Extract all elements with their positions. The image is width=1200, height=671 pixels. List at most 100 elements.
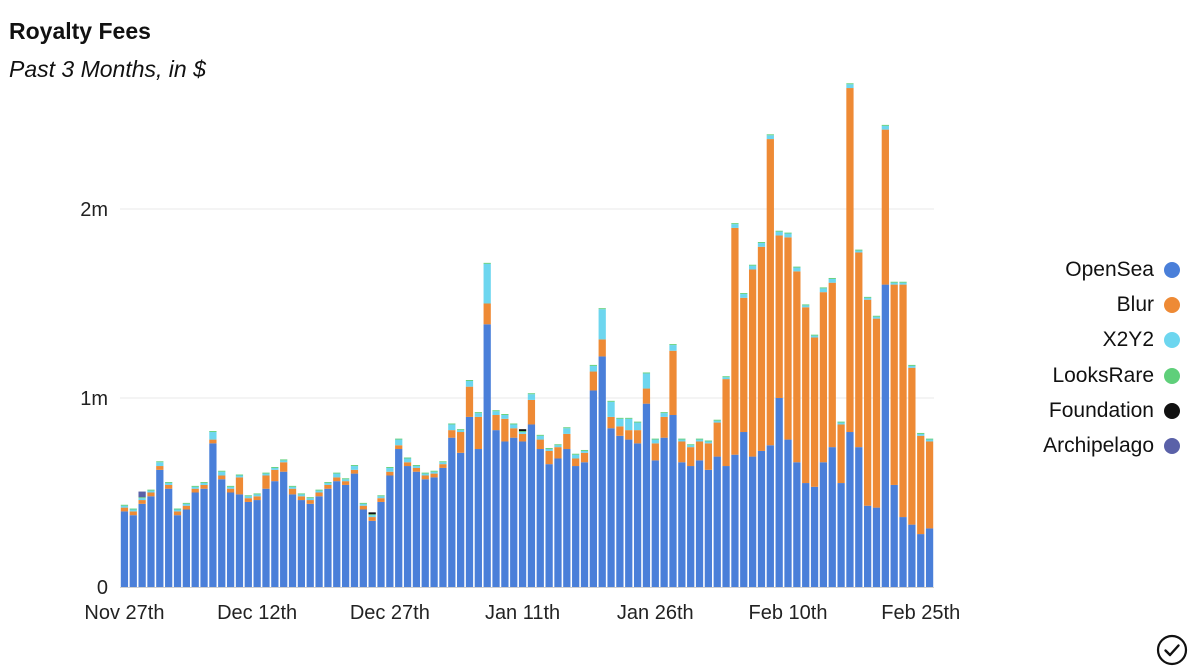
bar-segment-looksrare[interactable] bbox=[695, 438, 704, 440]
legend-item-archipelago[interactable]: Archipelago bbox=[980, 428, 1180, 463]
bar-segment-looksrare[interactable] bbox=[899, 281, 907, 283]
bar-segment-blur[interactable] bbox=[890, 284, 898, 485]
bar-segment-blur[interactable] bbox=[341, 481, 350, 485]
bar-segment-opensea[interactable] bbox=[660, 437, 668, 587]
bar-segment-x2y2[interactable] bbox=[864, 297, 872, 300]
bar-segment-looksrare[interactable] bbox=[890, 281, 898, 283]
bar-segment-looksrare[interactable] bbox=[837, 421, 845, 423]
bar-segment-opensea[interactable] bbox=[554, 458, 562, 587]
bar-segment-looksrare[interactable] bbox=[784, 232, 792, 234]
bar-segment-blur[interactable] bbox=[810, 337, 819, 487]
bar-segment-opensea[interactable] bbox=[315, 496, 323, 587]
bar-segment-looksrare[interactable] bbox=[775, 230, 783, 232]
bar-segment-blur[interactable] bbox=[324, 484, 332, 489]
bar-segment-x2y2[interactable] bbox=[846, 84, 854, 89]
bar-segment-looksrare[interactable] bbox=[271, 466, 279, 468]
bar-segment-blur[interactable] bbox=[138, 500, 146, 504]
bar-segment-opensea[interactable] bbox=[695, 460, 704, 587]
bar-segment-x2y2[interactable] bbox=[191, 486, 199, 489]
bar-segment-looksrare[interactable] bbox=[377, 495, 385, 497]
bar-segment-x2y2[interactable] bbox=[271, 467, 279, 470]
bar-segment-looksrare[interactable] bbox=[872, 315, 881, 317]
legend-item-looksrare[interactable]: LooksRare bbox=[980, 358, 1180, 393]
bar-segment-opensea[interactable] bbox=[306, 503, 314, 587]
bar-segment-opensea[interactable] bbox=[395, 449, 403, 587]
bar-segment-looksrare[interactable] bbox=[660, 412, 668, 414]
bar-segment-x2y2[interactable] bbox=[138, 498, 146, 501]
bar-segment-looksrare[interactable] bbox=[448, 423, 456, 425]
bar-segment-x2y2[interactable] bbox=[563, 428, 571, 434]
bar-segment-blur[interactable] bbox=[439, 464, 447, 468]
bar-segment-x2y2[interactable] bbox=[288, 486, 297, 489]
bar-segment-opensea[interactable] bbox=[403, 466, 412, 587]
bar-segment-opensea[interactable] bbox=[545, 464, 553, 587]
bar-segment-opensea[interactable] bbox=[350, 473, 359, 587]
bar-segment-opensea[interactable] bbox=[908, 524, 916, 587]
bar-segment-opensea[interactable] bbox=[846, 432, 854, 587]
bar-segment-looksrare[interactable] bbox=[209, 431, 217, 433]
bar-segment-x2y2[interactable] bbox=[501, 415, 509, 419]
bar-segment-opensea[interactable] bbox=[917, 534, 925, 587]
bar-segment-looksrare[interactable] bbox=[262, 472, 270, 474]
bar-segment-x2y2[interactable] bbox=[722, 377, 730, 380]
bar-segment-x2y2[interactable] bbox=[430, 471, 438, 474]
bar-segment-blur[interactable] bbox=[510, 428, 518, 438]
bar-segment-x2y2[interactable] bbox=[819, 288, 828, 293]
bar-segment-looksrare[interactable] bbox=[908, 364, 916, 366]
bar-segment-blur[interactable] bbox=[616, 426, 624, 436]
bar-segment-blur[interactable] bbox=[235, 477, 244, 495]
bar-segment-x2y2[interactable] bbox=[784, 233, 792, 238]
bar-segment-x2y2[interactable] bbox=[545, 449, 553, 451]
bar-segment-looksrare[interactable] bbox=[182, 502, 190, 504]
bar-segment-blur[interactable] bbox=[173, 511, 182, 516]
bar-segment-opensea[interactable] bbox=[421, 479, 429, 587]
bar-segment-blur[interactable] bbox=[837, 424, 845, 484]
bar-segment-blur[interactable] bbox=[757, 246, 766, 451]
bar-segment-opensea[interactable] bbox=[324, 488, 332, 587]
bar-segment-looksrare[interactable] bbox=[757, 242, 766, 244]
bar-segment-blur[interactable] bbox=[386, 471, 394, 476]
bar-segment-looksrare[interactable] bbox=[740, 293, 748, 295]
legend-item-foundation[interactable]: Foundation bbox=[980, 393, 1180, 428]
bar-segment-opensea[interactable] bbox=[297, 500, 306, 587]
bar-segment-blur[interactable] bbox=[678, 441, 686, 463]
bar-segment-looksrare[interactable] bbox=[633, 421, 642, 423]
bar-segment-looksrare[interactable] bbox=[607, 400, 615, 402]
bar-segment-opensea[interactable] bbox=[598, 356, 606, 587]
bar-segment-x2y2[interactable] bbox=[908, 365, 916, 368]
bar-segment-opensea[interactable] bbox=[368, 520, 376, 587]
bar-segment-blur[interactable] bbox=[191, 488, 199, 493]
bar-segment-x2y2[interactable] bbox=[333, 473, 341, 478]
bar-segment-blur[interactable] bbox=[775, 235, 783, 398]
bar-segment-blur[interactable] bbox=[129, 511, 137, 516]
bar-segment-x2y2[interactable] bbox=[616, 418, 624, 427]
bar-segment-blur[interactable] bbox=[545, 450, 553, 465]
bar-segment-x2y2[interactable] bbox=[448, 424, 456, 431]
bar-segment-opensea[interactable] bbox=[271, 481, 279, 587]
bar-segment-x2y2[interactable] bbox=[925, 439, 934, 442]
bar-segment-opensea[interactable] bbox=[651, 460, 659, 587]
bar-segment-blur[interactable] bbox=[377, 498, 385, 502]
bar-segment-opensea[interactable] bbox=[819, 462, 828, 587]
bar-segment-x2y2[interactable] bbox=[244, 496, 252, 499]
bar-segment-blur[interactable] bbox=[784, 237, 792, 440]
bar-segment-opensea[interactable] bbox=[572, 466, 580, 587]
bar-segment-looksrare[interactable] bbox=[828, 277, 836, 279]
bar-segment-looksrare[interactable] bbox=[864, 296, 872, 298]
bar-segment-x2y2[interactable] bbox=[368, 515, 376, 518]
bar-segment-x2y2[interactable] bbox=[483, 263, 491, 304]
bar-segment-blur[interactable] bbox=[492, 415, 500, 431]
bar-segment-opensea[interactable] bbox=[580, 462, 589, 587]
bar-segment-x2y2[interactable] bbox=[492, 411, 500, 416]
bar-segment-blur[interactable] bbox=[359, 505, 367, 510]
bar-segment-opensea[interactable] bbox=[430, 477, 438, 587]
bar-segment-looksrare[interactable] bbox=[226, 485, 235, 487]
bar-segment-blur[interactable] bbox=[917, 435, 925, 535]
bar-segment-opensea[interactable] bbox=[173, 515, 182, 587]
bar-segment-x2y2[interactable] bbox=[598, 309, 606, 340]
bar-segment-looksrare[interactable] bbox=[802, 304, 810, 306]
bar-segment-x2y2[interactable] bbox=[235, 475, 244, 478]
bar-segment-blur[interactable] bbox=[262, 475, 270, 489]
bar-segment-blur[interactable] bbox=[687, 447, 695, 467]
bar-segment-opensea[interactable] bbox=[802, 483, 810, 587]
